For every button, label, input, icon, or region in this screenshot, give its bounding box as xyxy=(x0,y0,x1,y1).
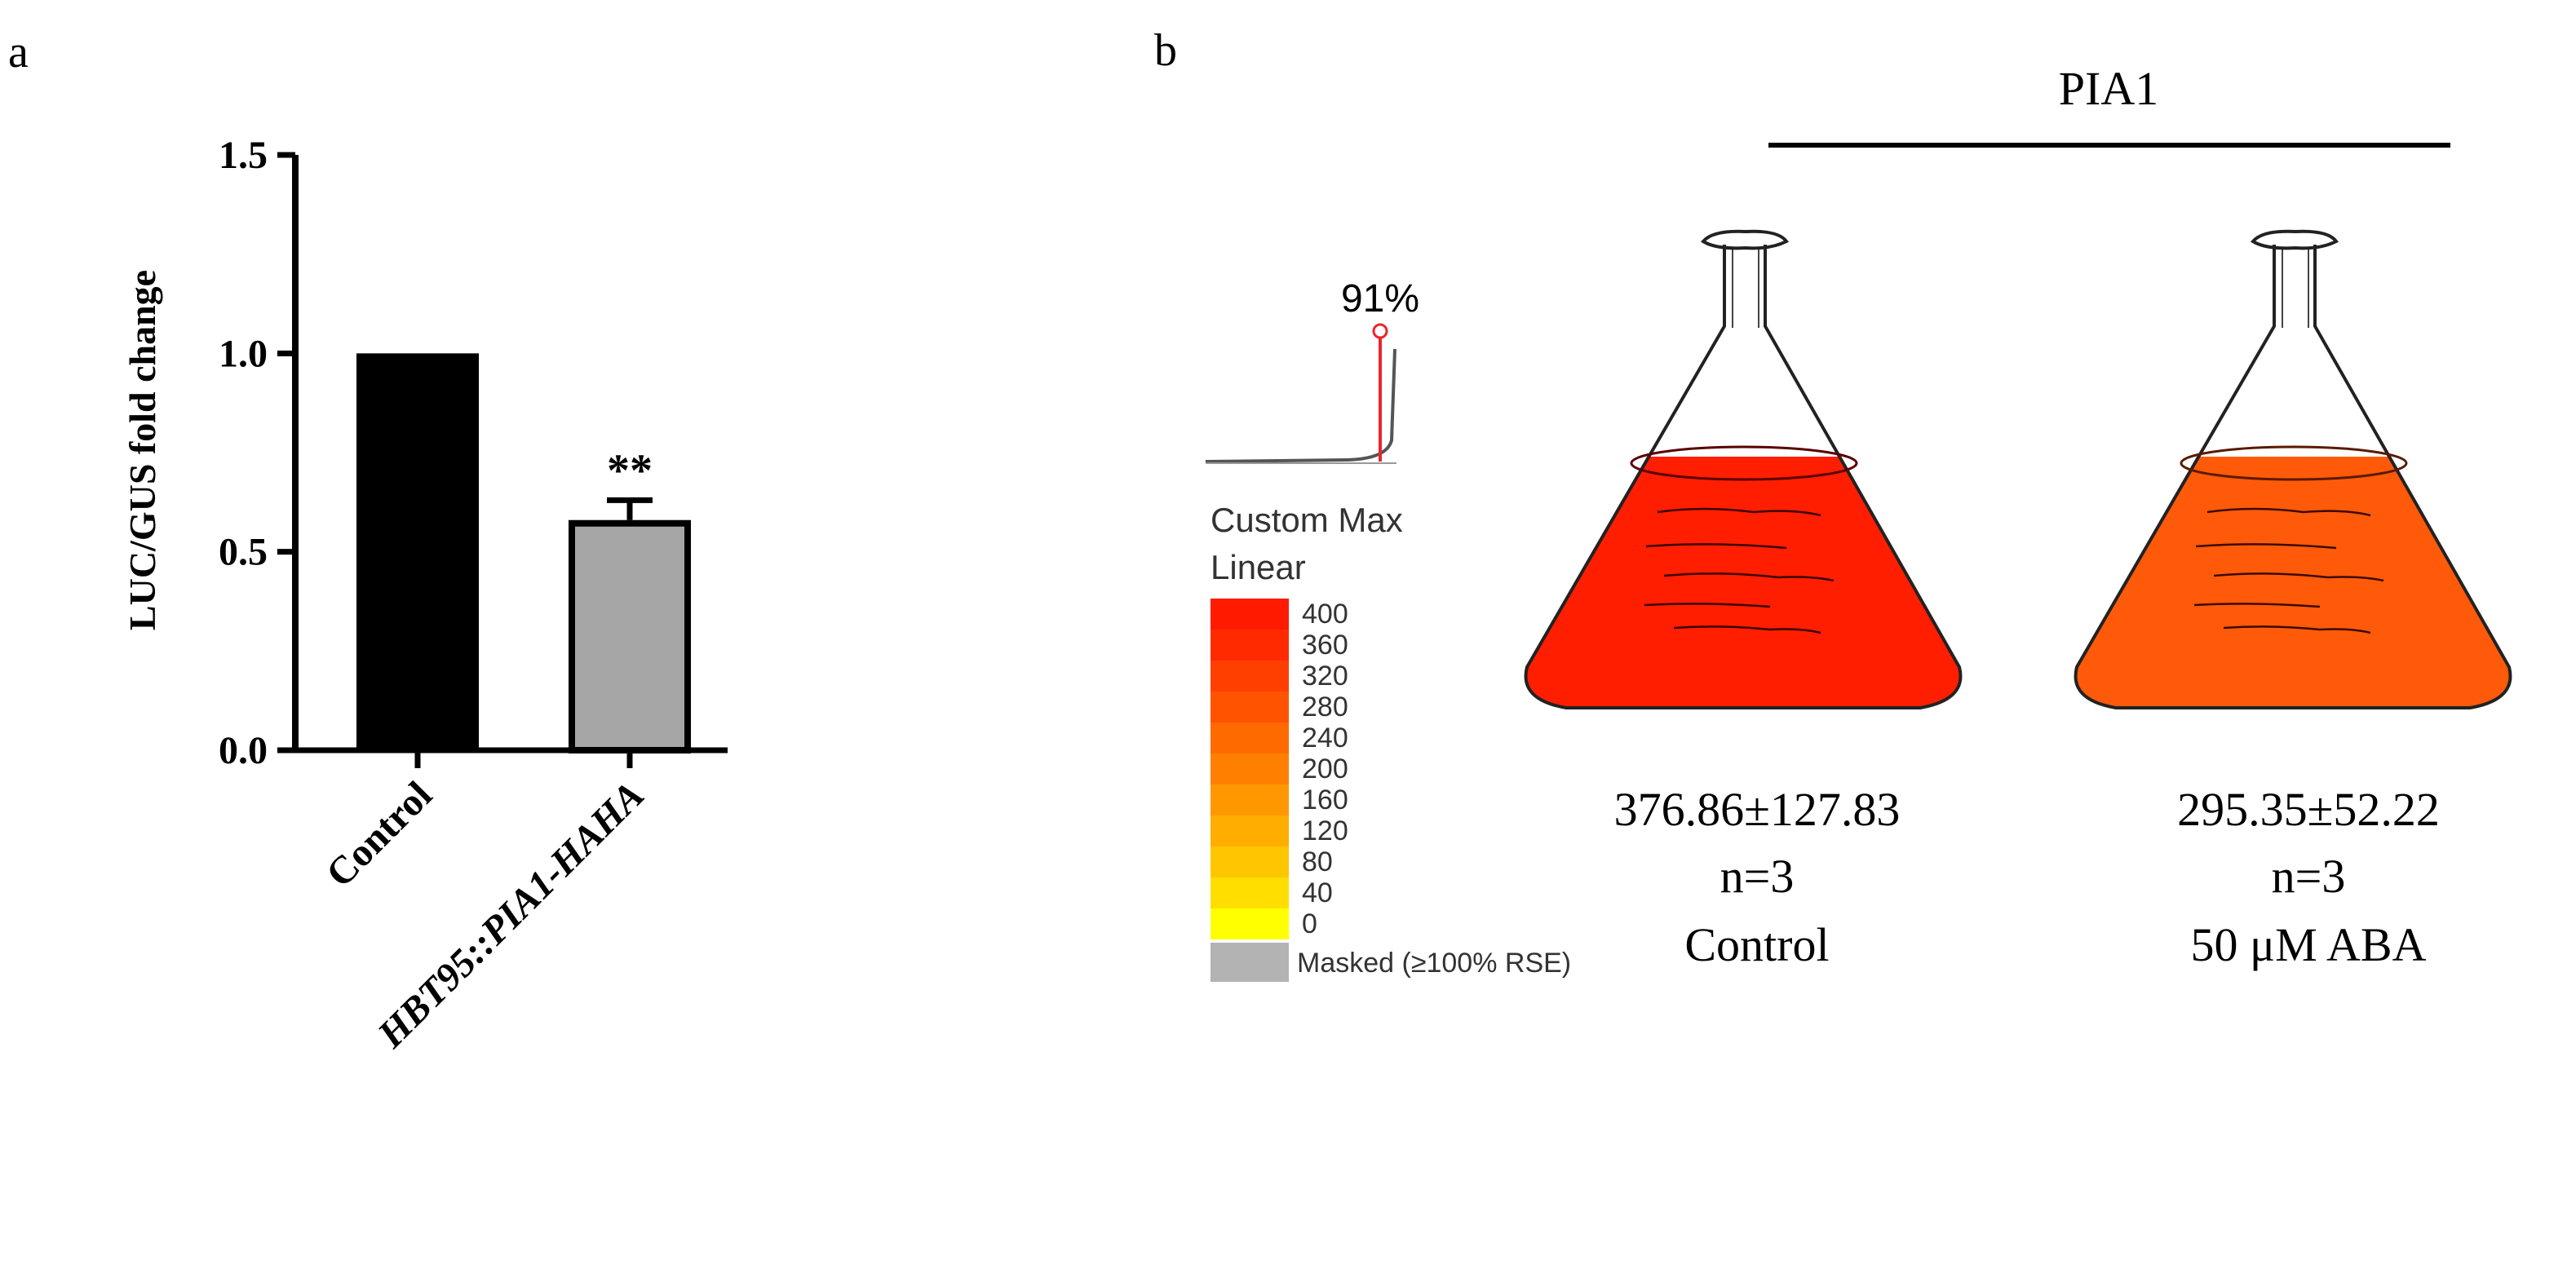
flask-aba-condition: 50 μM ABA xyxy=(2191,918,2427,971)
bar xyxy=(569,519,691,753)
legend-label: 280 xyxy=(1302,692,1348,723)
liquid-sketch-lines xyxy=(2193,507,2384,634)
flask-neck-inner xyxy=(1732,250,1759,328)
panel-b-label: b xyxy=(1154,25,1177,76)
flask-rim xyxy=(2250,229,2339,250)
legend-swatch xyxy=(1211,661,1289,692)
liquid-sketch-lines xyxy=(1644,507,1835,634)
flask-aba-value: 295.35±52.22 xyxy=(2177,783,2440,836)
legend-label: 360 xyxy=(1302,630,1348,661)
legend-title-2: Linear xyxy=(1211,548,1306,586)
y-tick-label: 1.5 xyxy=(219,134,268,177)
legend-masked-swatch xyxy=(1211,943,1289,982)
histogram-percent-label: 91% xyxy=(1341,277,1419,320)
y-tick-label: 0.0 xyxy=(219,729,268,772)
legend-swatch xyxy=(1211,784,1289,815)
x-category-label: Control xyxy=(318,773,440,895)
y-tick-label: 0.5 xyxy=(219,531,268,574)
panel-a-label: a xyxy=(8,27,29,77)
flask-outline xyxy=(1524,245,1963,709)
legend-label: 320 xyxy=(1302,661,1348,692)
y-ticks: 0.0 0.5 1.0 1.5 xyxy=(219,134,295,772)
legend-swatch xyxy=(1211,908,1289,939)
legend-swatch xyxy=(1211,753,1289,784)
significance-mark: ** xyxy=(607,445,653,496)
legend-label: 40 xyxy=(1302,877,1333,908)
flask-liquid xyxy=(1525,457,1961,708)
group-label: PIA1 xyxy=(2059,62,2158,115)
legend-label: 0 xyxy=(1302,908,1317,939)
flask-aba-n: n=3 xyxy=(2272,850,2346,903)
flask-liquid xyxy=(2075,457,2511,708)
liquid-surface xyxy=(1630,445,1858,481)
y-axis-title: LUC/GUS fold change xyxy=(122,270,163,630)
legend-label: 400 xyxy=(1302,599,1348,630)
flask-control-condition: Control xyxy=(1684,918,1829,971)
liquid-surface xyxy=(2180,445,2408,481)
legend-masked-label: Masked (≥100% RSE) xyxy=(1297,948,1571,979)
y-tick-label: 1.0 xyxy=(219,332,268,375)
legend-swatch xyxy=(1211,630,1289,661)
flask-neck-inner xyxy=(2282,250,2309,328)
flask-control-n: n=3 xyxy=(1720,850,1795,903)
legend-label: 240 xyxy=(1302,723,1348,753)
legend-label: 80 xyxy=(1302,846,1333,877)
flask-aba xyxy=(2074,229,2512,709)
flask-outline xyxy=(2074,245,2512,709)
legend-swatch xyxy=(1211,692,1289,723)
flask-control xyxy=(1524,229,1963,709)
legend-label: 120 xyxy=(1302,815,1348,846)
histogram-widget: 91% xyxy=(1205,277,1419,464)
legend-swatch xyxy=(1211,846,1289,877)
legend-swatch xyxy=(1211,599,1289,630)
bars: ** xyxy=(356,353,691,768)
histogram-marker-dot xyxy=(1372,323,1388,339)
legend-title-1: Custom Max xyxy=(1211,501,1403,539)
legend-label: 200 xyxy=(1302,753,1348,784)
legend-label: 160 xyxy=(1302,784,1348,815)
legend-swatch xyxy=(1211,877,1289,908)
legend-swatch xyxy=(1211,723,1289,753)
flask-rim xyxy=(1700,229,1789,250)
flask-control-value: 376.86±127.83 xyxy=(1614,783,1901,836)
bar xyxy=(356,353,479,750)
legend-swatch xyxy=(1211,815,1289,846)
histogram-curve xyxy=(1205,348,1396,463)
